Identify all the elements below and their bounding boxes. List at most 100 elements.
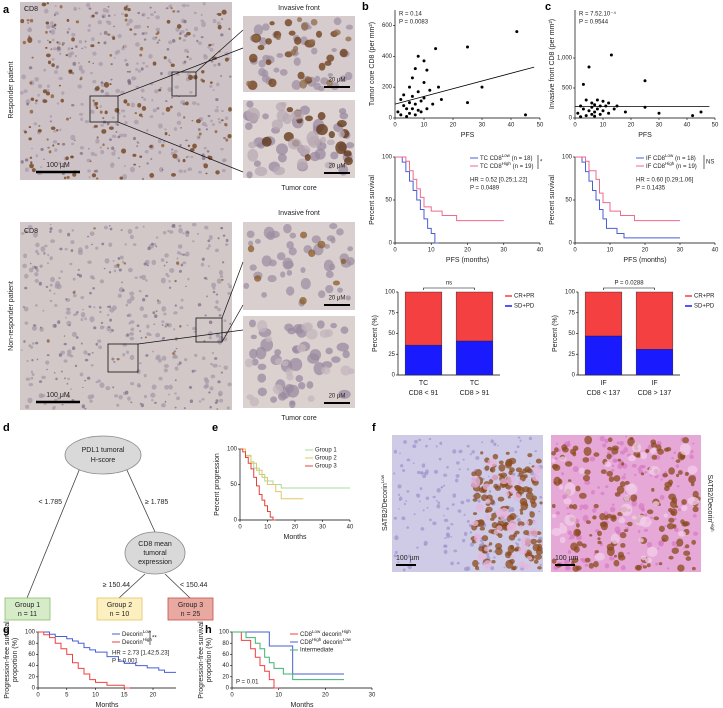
cell [272, 384, 284, 395]
cell [329, 223, 338, 230]
cell [202, 2, 206, 6]
cell [67, 47, 71, 51]
cell [99, 311, 102, 313]
cell [509, 487, 516, 495]
cell [156, 107, 160, 110]
cell [219, 398, 224, 403]
leaf-label: Group 1 [15, 602, 40, 609]
cell [681, 499, 687, 505]
cell [337, 287, 343, 293]
cell [191, 222, 197, 227]
cell [525, 491, 534, 500]
cell [99, 279, 104, 284]
cell [477, 519, 485, 528]
superscript: Low [312, 629, 321, 634]
cell [110, 63, 113, 66]
cell [589, 533, 593, 537]
cell [165, 7, 169, 10]
point [612, 107, 616, 111]
cell [126, 298, 132, 304]
cell [599, 513, 606, 521]
cell [89, 275, 95, 280]
cell [68, 324, 71, 327]
cell [339, 112, 349, 120]
cell [271, 119, 284, 130]
zoom-box [89, 95, 119, 123]
cell [665, 446, 672, 452]
cell [274, 358, 284, 365]
cell [46, 84, 50, 88]
text-part: Decorin [122, 640, 143, 646]
cell [347, 246, 354, 252]
cell [675, 473, 680, 478]
cell [155, 356, 159, 361]
node-label: expression [138, 559, 172, 566]
cell [66, 307, 70, 311]
annotation: P = 0.1435 [636, 186, 666, 192]
cell [119, 176, 124, 180]
cell [54, 27, 57, 30]
cell [216, 106, 219, 109]
point [408, 111, 411, 115]
cell [151, 399, 154, 402]
panel-a: Responder patient Invasive front Tumor c… [8, 5, 350, 192]
cell [141, 96, 144, 99]
cell [685, 556, 692, 561]
cell [54, 5, 57, 7]
cell [43, 68, 47, 72]
cell [113, 149, 116, 152]
cell [196, 103, 200, 106]
x-tick-label: 20 [642, 248, 649, 254]
cell [466, 444, 470, 448]
point [480, 85, 484, 89]
zoom-arrow [221, 261, 244, 319]
cell [66, 18, 70, 22]
cell [89, 399, 93, 403]
cell [435, 445, 438, 448]
cell [288, 30, 296, 36]
zoom-arrow [195, 29, 244, 73]
cell [513, 493, 521, 502]
cell [224, 116, 229, 121]
cell [168, 286, 172, 290]
cell [597, 540, 602, 545]
cell [182, 261, 187, 265]
x-tick-label: 20 [628, 123, 635, 129]
cell [483, 560, 492, 569]
x-tick-label: 0 [573, 248, 577, 254]
cell [120, 229, 123, 231]
cell [220, 74, 223, 77]
cell [579, 508, 582, 511]
cell [488, 549, 493, 553]
cell [221, 9, 227, 15]
cell [53, 292, 56, 295]
cell [56, 102, 60, 105]
cell [124, 120, 128, 125]
cell [568, 537, 572, 540]
x-tick-label: 30 [319, 525, 326, 531]
cell [58, 229, 63, 233]
cell [174, 379, 177, 382]
cell [212, 18, 217, 24]
legend-label: Group 2 [315, 456, 337, 462]
cell [254, 275, 262, 282]
cell [539, 495, 543, 499]
cell [93, 326, 97, 330]
edge-label: < 150.44 [180, 582, 208, 589]
cell [66, 175, 70, 179]
cell [135, 67, 139, 71]
cell [162, 336, 166, 340]
cell [209, 386, 214, 391]
cell [269, 21, 275, 26]
cell [65, 156, 69, 161]
cell [265, 335, 273, 343]
cell [221, 18, 224, 20]
point [422, 81, 426, 85]
cell [559, 524, 568, 534]
cell [51, 63, 55, 68]
zoom-title: Invasive front [278, 5, 320, 12]
cell [117, 266, 120, 269]
cell [393, 554, 397, 558]
cell [46, 138, 49, 141]
cell [143, 98, 147, 101]
